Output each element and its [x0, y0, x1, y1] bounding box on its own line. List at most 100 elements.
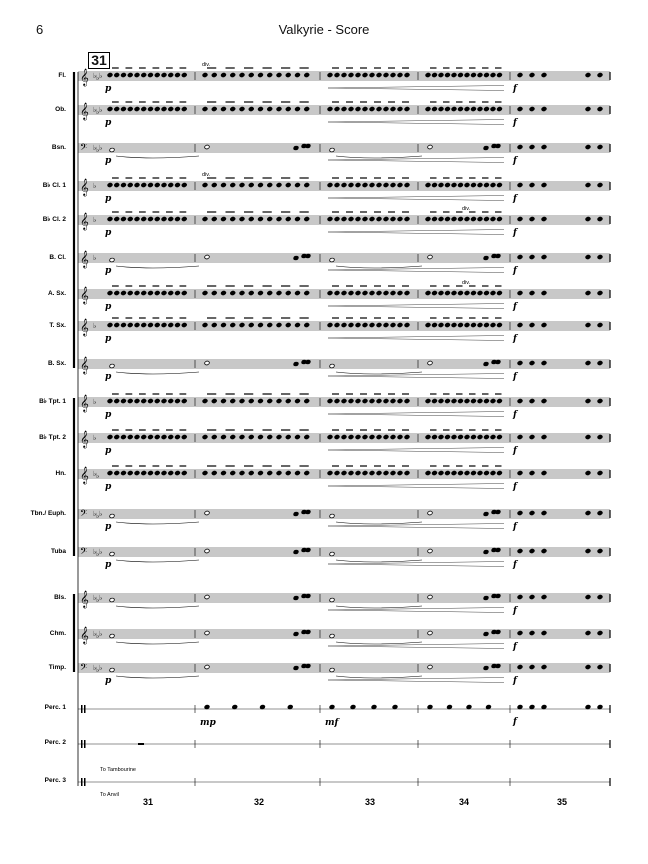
- notehead: [529, 254, 535, 260]
- notehead: [541, 254, 547, 260]
- notehead: [168, 322, 174, 328]
- notehead: [496, 398, 503, 404]
- notehead: [267, 72, 273, 78]
- notehead: [348, 434, 354, 440]
- notehead: [304, 470, 310, 476]
- flat-sign: ♭: [99, 106, 102, 114]
- notehead: [168, 72, 174, 78]
- crescendo-hairpin: [327, 267, 505, 273]
- notehead: [383, 434, 389, 440]
- notehead: [230, 470, 236, 476]
- dynamic-mark: f: [512, 717, 519, 727]
- notehead: [585, 290, 591, 296]
- notehead: [181, 216, 187, 222]
- notehead: [294, 182, 301, 188]
- notehead: [464, 106, 470, 112]
- notehead: [350, 704, 356, 710]
- notehead: [267, 182, 273, 188]
- notehead: [327, 434, 333, 440]
- notehead: [425, 72, 431, 78]
- notehead: [483, 361, 489, 367]
- notehead: [483, 72, 490, 78]
- notehead: [114, 470, 120, 476]
- notehead: [107, 216, 113, 222]
- notehead: [431, 290, 438, 296]
- notehead: [127, 106, 133, 112]
- notehead: [585, 704, 591, 710]
- notehead: [329, 513, 335, 519]
- flat-sign: ♭: [96, 666, 99, 674]
- dynamic-mark: p: [105, 410, 112, 420]
- crescendo-hairpin: [327, 303, 505, 309]
- notehead: [477, 216, 483, 222]
- notehead: [109, 633, 115, 639]
- notehead: [585, 144, 591, 150]
- notehead: [248, 216, 254, 222]
- notehead: [517, 182, 523, 188]
- notehead: [425, 290, 431, 296]
- notehead: [107, 470, 113, 476]
- notehead: [141, 322, 147, 328]
- notehead: [285, 470, 291, 476]
- notehead: [304, 106, 310, 112]
- notehead: [304, 72, 310, 78]
- notehead: [585, 548, 591, 554]
- notehead: [276, 434, 282, 440]
- flat-sign: ♭: [93, 664, 96, 672]
- notehead: [529, 216, 535, 222]
- notehead: [211, 106, 217, 112]
- measure-number: 31: [143, 797, 153, 807]
- bass-clef: 𝄢: [80, 508, 87, 521]
- dynamic-mark: p: [105, 676, 112, 686]
- notehead: [541, 322, 547, 328]
- notehead: [425, 182, 431, 188]
- notehead: [174, 398, 181, 404]
- notehead: [541, 470, 547, 476]
- notehead: [239, 182, 245, 188]
- notehead: [211, 434, 217, 440]
- notehead: [438, 182, 444, 188]
- notehead: [490, 290, 496, 296]
- notehead: [529, 630, 535, 636]
- notehead: [211, 216, 217, 222]
- notehead: [425, 434, 431, 440]
- notehead: [341, 290, 347, 296]
- rehearsal-mark: 31: [88, 52, 110, 69]
- notehead: [517, 704, 523, 710]
- notehead: [267, 398, 273, 404]
- notehead: [181, 398, 187, 404]
- notehead: [120, 398, 127, 404]
- notehead: [597, 72, 603, 78]
- notehead: [355, 470, 361, 476]
- notehead: [120, 322, 127, 328]
- notehead: [495, 629, 501, 635]
- notehead: [517, 72, 523, 78]
- notehead: [597, 704, 603, 710]
- treble-clef: 𝄞: [80, 250, 89, 268]
- instrument-label: Bls.: [54, 594, 66, 601]
- flat-sign: ♭: [93, 106, 96, 114]
- dynamic-mark: f: [512, 560, 519, 570]
- notehead: [127, 290, 133, 296]
- notehead: [107, 182, 113, 188]
- notehead: [529, 664, 535, 670]
- tie: [115, 559, 200, 563]
- notehead: [464, 398, 470, 404]
- notehead: [517, 594, 523, 600]
- notehead: [134, 72, 140, 78]
- notehead: [541, 664, 547, 670]
- notehead: [541, 704, 547, 710]
- notehead: [202, 182, 208, 188]
- perc-clef: [84, 778, 86, 786]
- instrument-label: Ob.: [55, 106, 66, 113]
- to-tambourine-text: To Tambourine: [100, 767, 136, 773]
- flat-sign: ♭: [99, 510, 102, 518]
- notehead: [168, 106, 174, 112]
- notehead: [329, 147, 335, 153]
- dynamic-mark: f: [512, 84, 519, 94]
- notehead: [355, 434, 361, 440]
- notehead: [276, 106, 282, 112]
- notehead: [267, 106, 273, 112]
- notehead: [293, 595, 299, 601]
- notehead: [483, 511, 489, 517]
